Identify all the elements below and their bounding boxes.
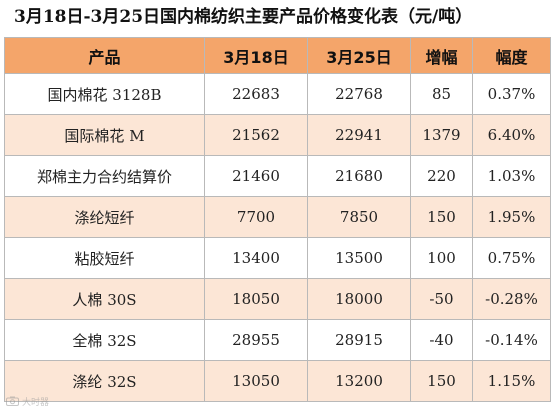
increase-percent: 1.15% [472, 360, 551, 402]
increase-value: -40 [410, 319, 473, 361]
product-name: 粘胶短纤 [4, 237, 205, 279]
increase-value: 150 [410, 196, 473, 238]
increase-value: 220 [410, 155, 473, 197]
price-change-table: 产品 3月18日 3月25日 增幅 幅度 国内棉花 3128B 22683 22… [4, 37, 551, 402]
price-mar-18: 21460 [204, 155, 308, 197]
watermark-text: 大时器 [22, 397, 50, 408]
table-row: 郑棉主力合约结算价 21460 21680 220 1.03% [4, 155, 551, 197]
price-mar-18: 22683 [204, 73, 308, 115]
price-mar-18: 7700 [204, 196, 308, 238]
table-row: 全棉 32S 28955 28915 -40 -0.14% [4, 319, 551, 361]
price-mar-25: 28915 [307, 319, 411, 361]
price-mar-18: 13400 [204, 237, 308, 279]
increase-percent: -0.14% [472, 319, 551, 361]
increase-percent: 6.40% [472, 114, 551, 156]
price-mar-25: 13500 [307, 237, 411, 279]
header-percent: 幅度 [472, 37, 551, 74]
header-product: 产品 [4, 37, 205, 74]
header-mar-18: 3月18日 [204, 37, 308, 74]
product-name: 郑棉主力合约结算价 [4, 155, 205, 197]
increase-value: 85 [410, 73, 473, 115]
table-row: 涤纶短纤 7700 7850 150 1.95% [4, 196, 551, 238]
product-name: 涤纶短纤 [4, 196, 205, 238]
camera-watermark-icon [6, 396, 19, 406]
header-increase: 增幅 [410, 37, 473, 74]
price-mar-18: 28955 [204, 319, 308, 361]
increase-value: 1379 [410, 114, 473, 156]
increase-percent: 1.03% [472, 155, 551, 197]
table-row: 国内棉花 3128B 22683 22768 85 0.37% [4, 73, 551, 115]
table-row: 国际棉花 M 21562 22941 1379 6.40% [4, 114, 551, 156]
increase-value: -50 [410, 278, 473, 320]
price-mar-18: 18050 [204, 278, 308, 320]
product-name: 国内棉花 3128B [4, 73, 205, 115]
table-row: 粘胶短纤 13400 13500 100 0.75% [4, 237, 551, 279]
price-mar-18: 13050 [204, 360, 308, 402]
product-name: 全棉 32S [4, 319, 205, 361]
product-name: 人棉 30S [4, 278, 205, 320]
table-row: 人棉 30S 18050 18000 -50 -0.28% [4, 278, 551, 320]
price-mar-18: 21562 [204, 114, 308, 156]
increase-value: 150 [410, 360, 473, 402]
increase-value: 100 [410, 237, 473, 279]
price-mar-25: 22941 [307, 114, 411, 156]
increase-percent: 0.37% [472, 73, 551, 115]
price-mar-25: 21680 [307, 155, 411, 197]
price-mar-25: 22768 [307, 73, 411, 115]
page-title: 3月18日-3月25日国内棉纺织主要产品价格变化表（元/吨） [14, 7, 473, 27]
price-mar-25: 13200 [307, 360, 411, 402]
watermark: 大时器 [6, 394, 49, 408]
increase-percent: 0.75% [472, 237, 551, 279]
price-mar-25: 7850 [307, 196, 411, 238]
product-name: 国际棉花 M [4, 114, 205, 156]
increase-percent: -0.28% [472, 278, 551, 320]
header-mar-25: 3月25日 [307, 37, 411, 74]
product-name: 涤纶 32S [4, 360, 205, 402]
increase-percent: 1.95% [472, 196, 551, 238]
price-mar-25: 18000 [307, 278, 411, 320]
table-row: 涤纶 32S 13050 13200 150 1.15% [4, 360, 551, 402]
table-header-row: 产品 3月18日 3月25日 增幅 幅度 [4, 37, 551, 74]
